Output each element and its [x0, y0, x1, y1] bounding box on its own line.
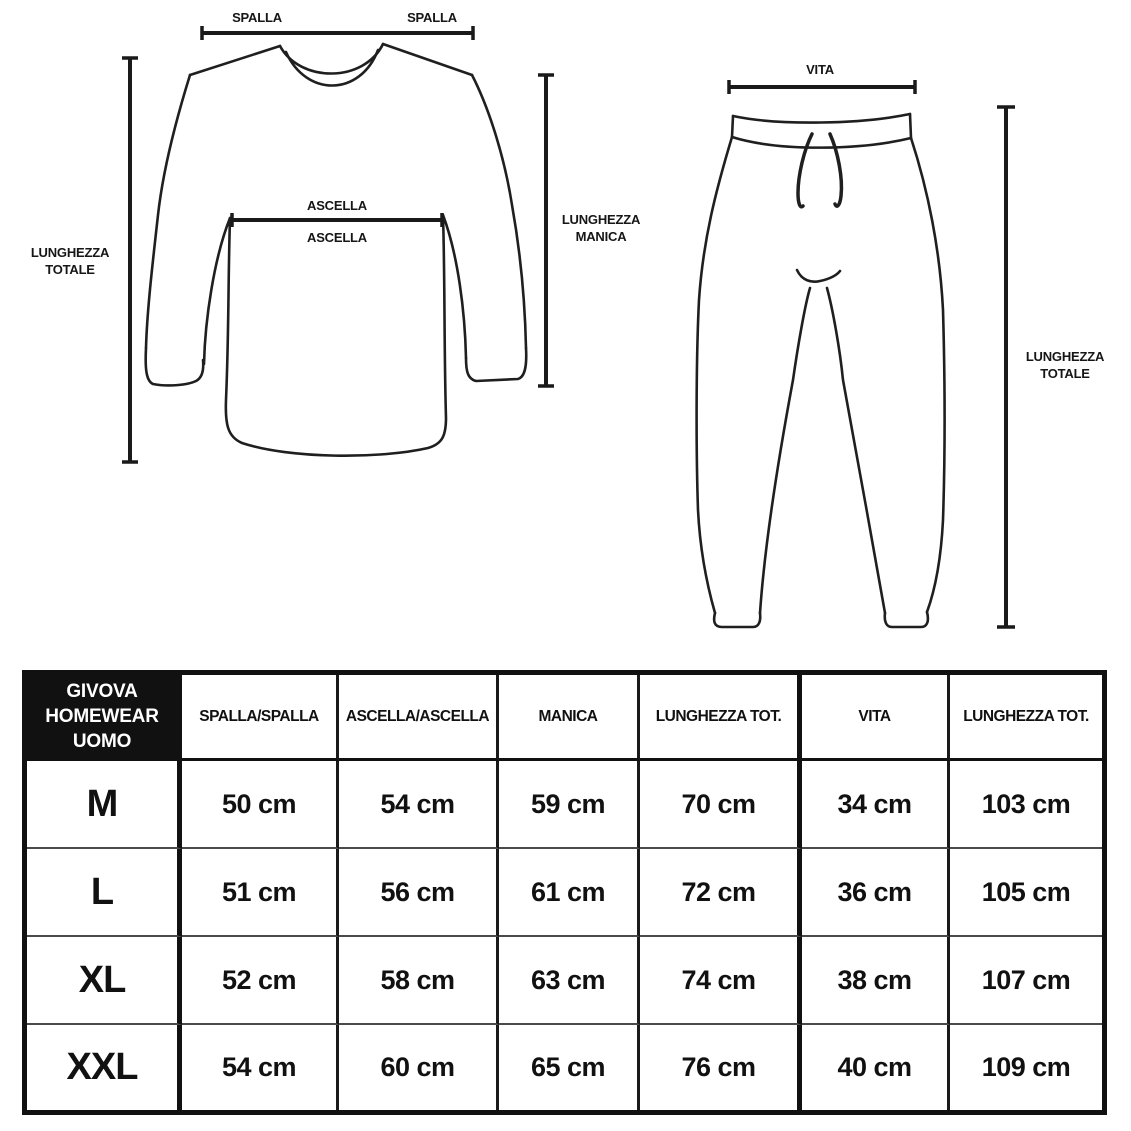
- shirt-shoulder-right: [381, 42, 474, 77]
- value-l-lunghezza-tot: 72 cm: [640, 849, 802, 937]
- col-header-spalla: SPALLA/SPALLA: [182, 675, 339, 761]
- shirt-sleeve-right-outer: [470, 73, 528, 350]
- label-sleeve-length-line2: MANICA: [575, 229, 627, 244]
- pants-leg-left-outer: [695, 135, 734, 615]
- label-shirt-total-length: LUNGHEZZA TOTALE: [15, 244, 125, 278]
- pants-waistband-bottom: [730, 135, 913, 149]
- pants-waist-top: [731, 112, 912, 124]
- value-m-lunghezza-tot-pants: 103 cm: [950, 761, 1102, 849]
- size-cell-l: L: [27, 849, 182, 937]
- measure-vita-ticks: [727, 80, 917, 94]
- label-ascella-bottom: ASCELLA: [307, 230, 367, 245]
- pants-leg-right-outer: [909, 136, 946, 614]
- col-header-ascella: ASCELLA/ASCELLA: [339, 675, 499, 761]
- value-l-lunghezza-tot-pants: 105 cm: [950, 849, 1102, 937]
- value-xl-ascella: 58 cm: [339, 937, 499, 1025]
- value-xl-lunghezza-tot: 74 cm: [640, 937, 802, 1025]
- col-header-lunghezza-tot-pants: LUNGHEZZA TOT.: [950, 675, 1102, 761]
- shirt-sleeve-right-inner: [441, 213, 468, 360]
- value-m-spalla: 50 cm: [182, 761, 339, 849]
- pants-drawing: [695, 112, 946, 629]
- value-l-vita: 36 cm: [802, 849, 950, 937]
- label-pants-total-length-line2: TOTALE: [1040, 366, 1090, 381]
- value-m-manica: 59 cm: [499, 761, 640, 849]
- value-m-vita: 34 cm: [802, 761, 950, 849]
- value-l-manica: 61 cm: [499, 849, 640, 937]
- shirt-cuff-left: [144, 346, 205, 387]
- size-cell-xxl: XXL: [27, 1025, 182, 1110]
- shirt-shoulder-left: [188, 44, 282, 77]
- size-table: GIVOVA HOMEWEAR UOMO SPALLA/SPALLA ASCEL…: [22, 670, 1107, 1115]
- label-sleeve-length: LUNGHEZZA MANICA: [546, 211, 656, 245]
- shirt-cuff-right: [464, 346, 528, 383]
- size-cell-xl: XL: [27, 937, 182, 1025]
- table-title-cell: GIVOVA HOMEWEAR UOMO: [27, 675, 182, 761]
- col-header-vita: VITA: [802, 675, 950, 761]
- pants-waistband-left-edge: [730, 114, 735, 139]
- label-pants-total-length: LUNGHEZZA TOTALE: [1010, 348, 1120, 382]
- value-xxl-manica: 65 cm: [499, 1025, 640, 1110]
- pants-cuff-left: [712, 611, 762, 629]
- label-sleeve-length-line1: LUNGHEZZA: [561, 212, 641, 227]
- value-xxl-ascella: 60 cm: [339, 1025, 499, 1110]
- garment-diagrams: [122, 26, 1015, 629]
- size-cell-m: M: [27, 761, 182, 849]
- pants-cuff-right: [883, 610, 930, 629]
- label-shirt-total-length-line1: LUNGHEZZA: [30, 245, 110, 260]
- value-xxl-lunghezza-tot: 76 cm: [640, 1025, 802, 1110]
- shirt-collar-inner: [284, 48, 380, 87]
- value-xxl-vita: 40 cm: [802, 1025, 950, 1110]
- shirt-sleeve-left-outer: [144, 73, 192, 350]
- measure-sleeve-length-ticks: [538, 73, 554, 388]
- label-ascella-top: ASCELLA: [307, 198, 367, 213]
- value-l-spalla: 51 cm: [182, 849, 339, 937]
- label-pants-total-length-line1: LUNGHEZZA: [1025, 349, 1105, 364]
- value-xl-vita: 38 cm: [802, 937, 950, 1025]
- label-vita: VITA: [806, 62, 834, 77]
- pants-drawstring-right: [828, 132, 844, 208]
- value-xl-lunghezza-tot-pants: 107 cm: [950, 937, 1102, 1025]
- col-header-manica: MANICA: [499, 675, 640, 761]
- value-xxl-spalla: 54 cm: [182, 1025, 339, 1110]
- pants-drawstring-left: [796, 132, 814, 209]
- col-header-lunghezza-tot-shirt: LUNGHEZZA TOT.: [640, 675, 802, 761]
- pants-waistband-right-edge: [908, 112, 913, 140]
- measure-shirt-length-ticks: [122, 56, 138, 464]
- measurement-lines: [122, 26, 1015, 629]
- label-spalla-right: SPALLA: [407, 10, 457, 25]
- pants-crotch: [795, 268, 842, 283]
- value-l-ascella: 56 cm: [339, 849, 499, 937]
- label-shirt-total-length-line2: TOTALE: [45, 262, 95, 277]
- measure-pants-length-ticks: [997, 105, 1015, 629]
- measure-ascella-ticks: [230, 213, 444, 227]
- value-xl-manica: 63 cm: [499, 937, 640, 1025]
- shirt-drawing: [144, 42, 528, 457]
- value-xxl-lunghezza-tot-pants: 109 cm: [950, 1025, 1102, 1110]
- pants-leg-right-inner: [825, 286, 887, 615]
- value-m-lunghezza-tot: 70 cm: [640, 761, 802, 849]
- shirt-body: [224, 213, 448, 457]
- pants-leg-left-inner: [758, 286, 812, 615]
- label-spalla-left: SPALLA: [232, 10, 282, 25]
- shirt-sleeve-left-inner: [202, 216, 232, 366]
- measure-spalla-ticks: [200, 26, 475, 40]
- value-m-ascella: 54 cm: [339, 761, 499, 849]
- value-xl-spalla: 52 cm: [182, 937, 339, 1025]
